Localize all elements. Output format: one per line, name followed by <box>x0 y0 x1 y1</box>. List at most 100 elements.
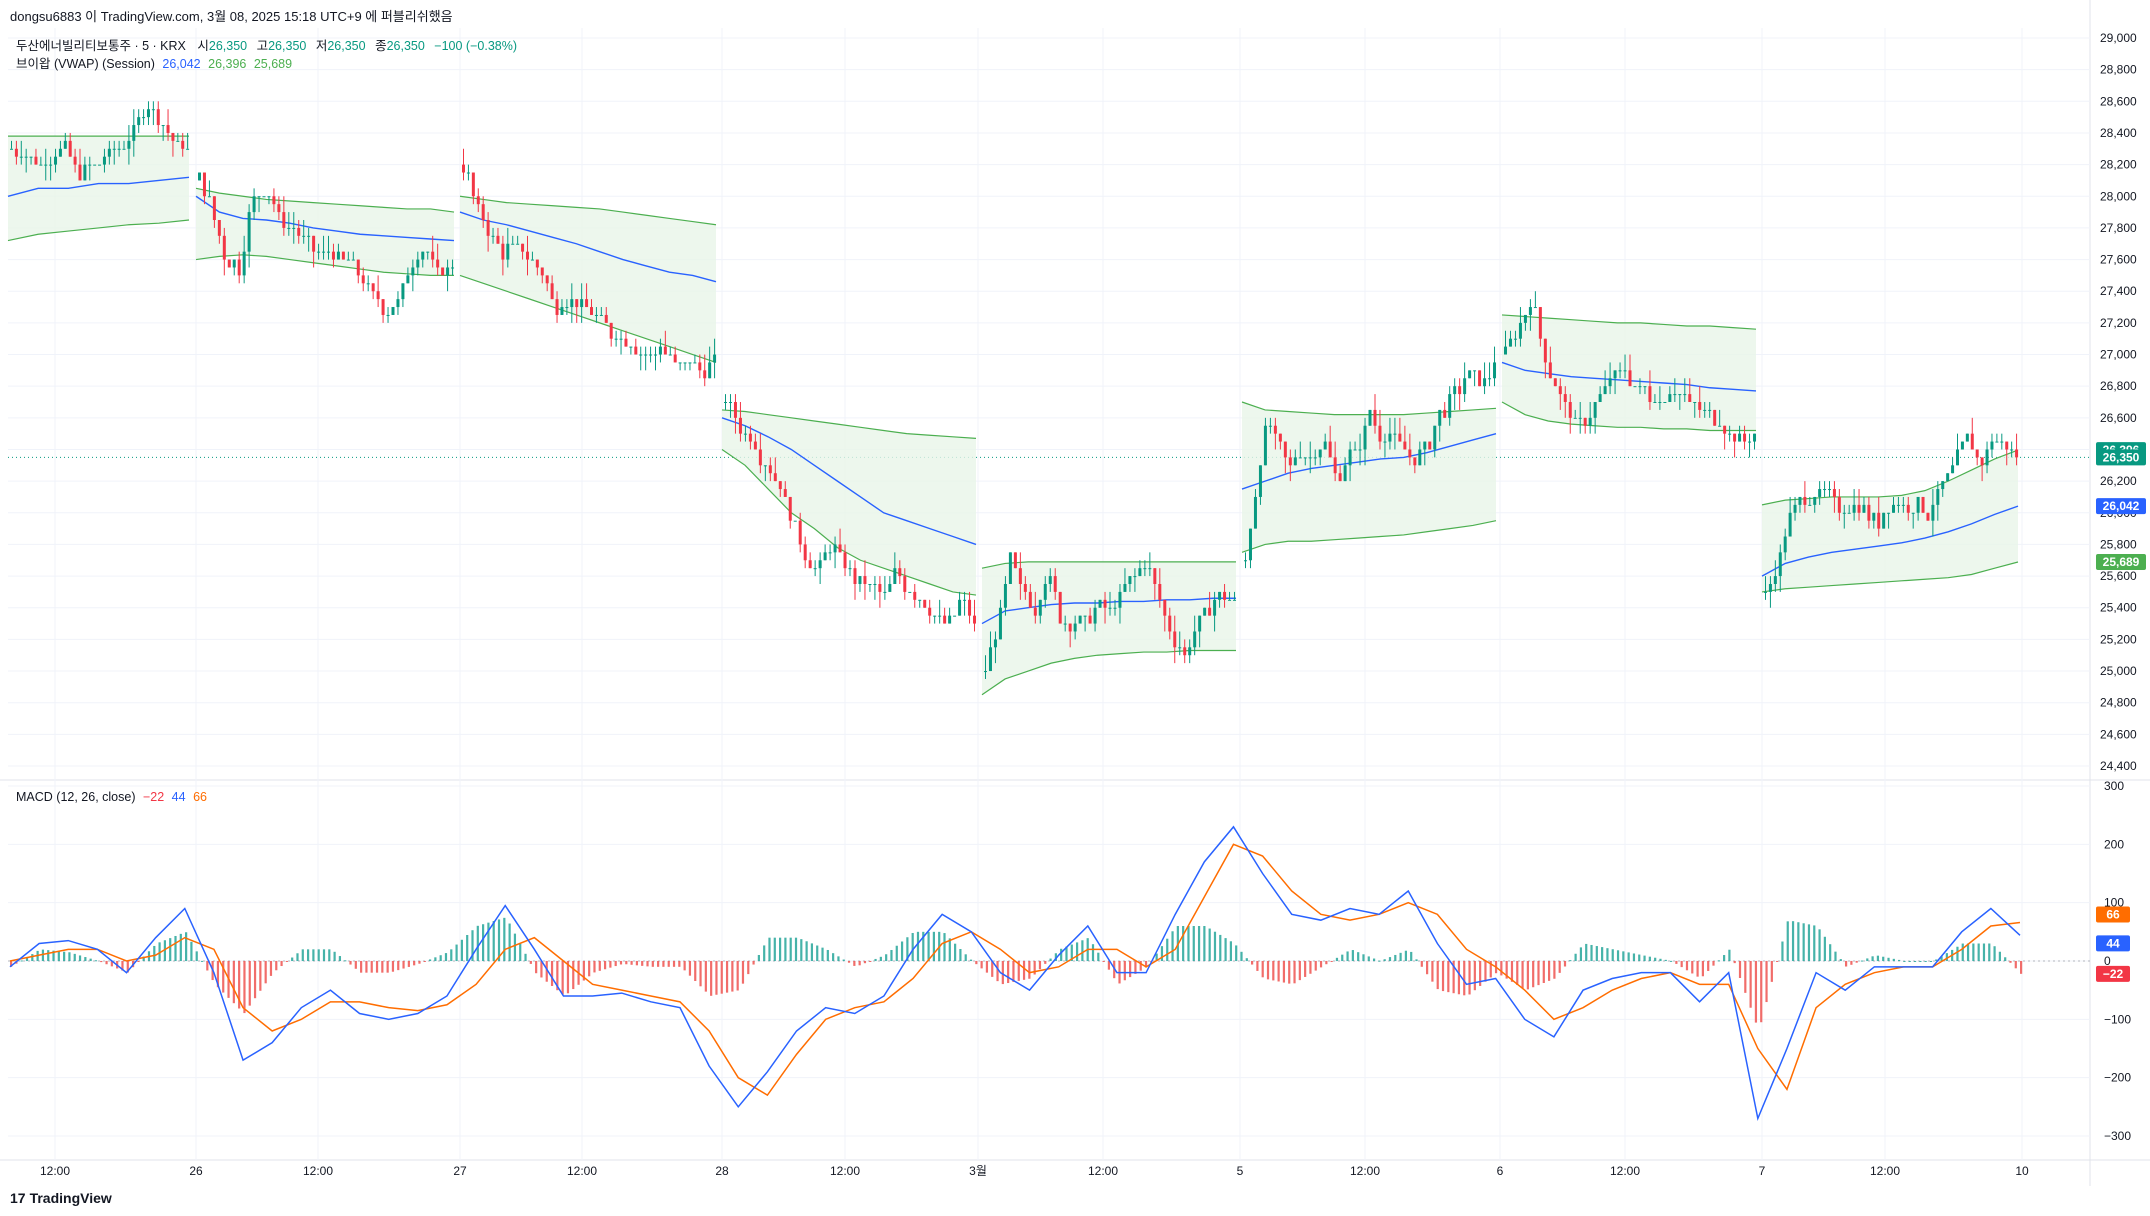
tradingview-logo[interactable]: 17 TradingView <box>10 1190 112 1206</box>
candle-body <box>1508 338 1512 347</box>
macd-histogram-bar <box>439 955 442 961</box>
candle-body <box>1348 449 1352 466</box>
macd-histogram-bar <box>641 961 644 966</box>
candle-body <box>1283 441 1287 458</box>
candle-body <box>1733 433 1737 442</box>
candle-body <box>2000 441 2004 443</box>
candle-body <box>1623 370 1627 372</box>
candle-body <box>828 552 832 554</box>
candle-body <box>818 560 822 569</box>
candle-body <box>521 243 525 252</box>
macd-histogram-bar <box>253 961 257 999</box>
macd-histogram-bar <box>651 961 654 967</box>
candle-body <box>768 465 772 474</box>
candle-body <box>1783 536 1787 553</box>
macd-histogram-bar <box>1913 961 1917 962</box>
candle-body <box>511 243 515 245</box>
vwap-upper-line <box>721 409 977 439</box>
vwap-lower-line <box>981 649 1236 696</box>
macd-histogram-bar <box>948 938 951 961</box>
candle-body <box>619 338 623 340</box>
macd-histogram-bar <box>906 937 909 961</box>
candle-body <box>1608 378 1612 387</box>
price-tick-label: 25,600 <box>2100 569 2137 583</box>
candle-body <box>1038 599 1042 616</box>
high-label: 고 <box>256 39 269 53</box>
candle-body <box>54 156 58 165</box>
macd-histogram-bar <box>365 961 368 973</box>
candle-body <box>1728 433 1732 435</box>
macd-histogram-bar <box>1903 960 1906 962</box>
macd-histogram-bar <box>975 961 978 965</box>
candle-body <box>1103 599 1107 608</box>
macd-histogram-bar <box>667 961 670 967</box>
candle-body <box>137 117 141 126</box>
macd-histogram-bar <box>1044 961 1047 964</box>
vwap-upper-value: 26,396 <box>208 57 247 71</box>
macd-histogram-bar <box>1616 950 1620 961</box>
candle-body <box>688 362 692 364</box>
time-tick-label: 5 <box>1237 1164 1244 1178</box>
macd-histogram-bar <box>1197 926 1201 961</box>
macd-histogram-bar <box>842 959 845 961</box>
candle-body <box>1128 576 1132 584</box>
candle-body <box>698 362 702 371</box>
candle-body <box>1228 599 1232 601</box>
price-tick-label: 28,200 <box>2100 158 2137 172</box>
candle-body <box>93 164 97 166</box>
macd-histogram-bar <box>1908 961 1911 962</box>
vwap-band-fill <box>196 188 454 276</box>
candle-body <box>1318 449 1322 458</box>
candle-body <box>1818 489 1822 497</box>
macd-histogram-bar <box>566 961 570 994</box>
candle-body <box>1033 607 1037 616</box>
macd-histogram-bar <box>1707 961 1710 971</box>
candle-body <box>1073 623 1077 632</box>
macd-histogram-bar <box>482 924 485 961</box>
macd-histogram-bar <box>1553 961 1556 979</box>
candle-body <box>1063 623 1067 625</box>
vwap-band-fill <box>722 409 976 596</box>
candle-body <box>1108 607 1112 609</box>
candle-body <box>968 599 972 616</box>
macd-histogram-bar <box>858 961 861 966</box>
macd-histogram-bar <box>407 961 410 967</box>
macd-histogram-bar <box>1293 961 1296 984</box>
axes: 29,000 28,800 28,600 28,400 28,200 28,000 27,8… <box>40 31 2146 1178</box>
candle-body <box>848 568 852 570</box>
candle-body <box>668 354 672 356</box>
candle-body <box>1803 496 1807 505</box>
high-value: 26,350 <box>268 39 307 53</box>
candle-body <box>908 591 912 593</box>
candle-body <box>545 275 549 284</box>
macd-histogram-bar <box>789 937 792 961</box>
candle-body <box>1563 394 1567 402</box>
price-tick-label: 27,600 <box>2100 253 2137 267</box>
macd-badge-label: −22 <box>2103 967 2124 981</box>
macd-histogram-bar <box>1261 961 1264 978</box>
candle-body <box>1798 496 1802 505</box>
candle-body <box>1358 449 1362 451</box>
macd-histogram-bar <box>1102 961 1105 962</box>
macd-histogram-bar <box>922 931 925 961</box>
macd-histogram-bar <box>1887 957 1890 961</box>
macd-histogram-bar <box>1107 961 1111 970</box>
macd-histogram-bar <box>386 961 389 973</box>
candle-body <box>1098 599 1102 608</box>
candle-body <box>1298 457 1302 459</box>
candles <box>10 101 2019 679</box>
macd-histogram-bar <box>874 958 877 961</box>
macd-histogram-bar <box>1696 961 1699 977</box>
candle-body <box>252 196 256 213</box>
candle-body <box>928 607 932 616</box>
candle-body <box>1003 584 1007 608</box>
macd-histogram-bar <box>1362 954 1365 961</box>
candle-body <box>738 417 742 434</box>
candle-body <box>1823 489 1827 491</box>
macd-histogram-bar <box>322 949 326 961</box>
macd-histogram-bar <box>1526 961 1529 990</box>
time-tick-label: 6 <box>1497 1164 1504 1178</box>
candle-body <box>1896 504 1900 506</box>
macd-histogram-bar <box>985 961 989 973</box>
